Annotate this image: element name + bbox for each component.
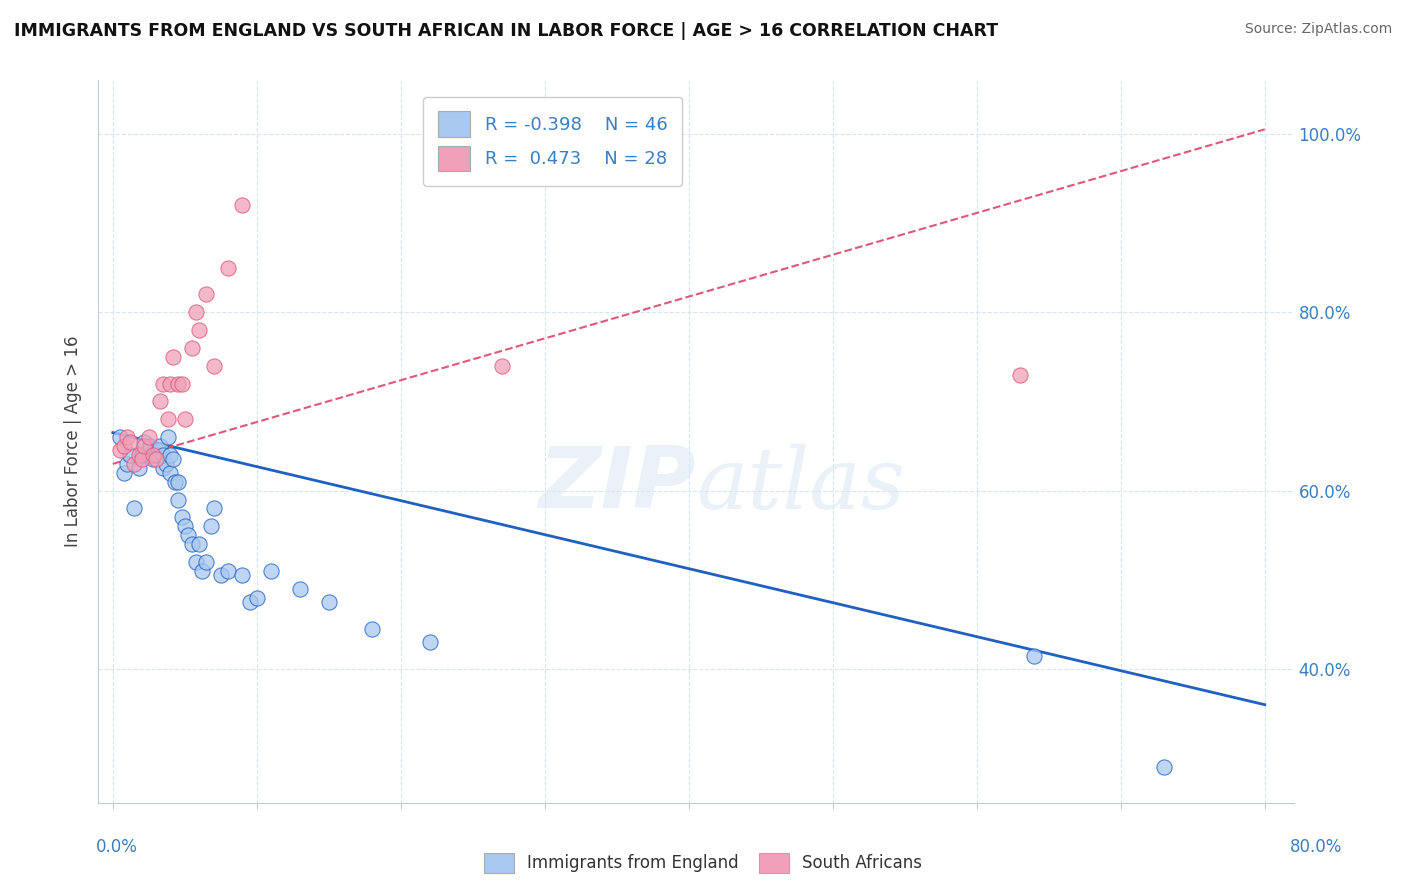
- Point: [209, 568, 232, 582]
- Point: [115, 430, 138, 444]
- Point: [1008, 368, 1031, 382]
- Point: [162, 452, 184, 467]
- Point: [288, 582, 311, 596]
- Point: [173, 412, 195, 426]
- Point: [149, 394, 172, 409]
- Point: [156, 412, 179, 426]
- Point: [138, 430, 160, 444]
- Point: [138, 448, 160, 462]
- Point: [260, 564, 283, 578]
- Point: [128, 461, 150, 475]
- Point: [188, 537, 211, 551]
- Point: [108, 443, 131, 458]
- Point: [124, 501, 146, 516]
- Legend: R = -0.398    N = 46, R =  0.473    N = 28: R = -0.398 N = 46, R = 0.473 N = 28: [423, 96, 682, 186]
- Point: [170, 510, 193, 524]
- Point: [181, 341, 204, 355]
- Point: [186, 305, 208, 319]
- Point: [108, 430, 131, 444]
- Point: [200, 519, 222, 533]
- Point: [155, 457, 177, 471]
- Point: [142, 448, 165, 462]
- Point: [156, 430, 179, 444]
- Point: [318, 595, 340, 609]
- Point: [112, 439, 135, 453]
- Point: [145, 448, 167, 462]
- Point: [176, 528, 198, 542]
- Point: [131, 448, 153, 462]
- Point: [139, 439, 162, 453]
- Y-axis label: In Labor Force | Age > 16: In Labor Force | Age > 16: [65, 335, 83, 548]
- Point: [159, 448, 181, 462]
- Point: [170, 376, 193, 391]
- Point: [159, 466, 181, 480]
- Point: [246, 591, 269, 605]
- Point: [166, 475, 188, 489]
- Point: [148, 443, 170, 458]
- Point: [152, 461, 174, 475]
- Point: [134, 434, 156, 449]
- Text: ZIP: ZIP: [538, 443, 696, 526]
- Text: 0.0%: 0.0%: [96, 838, 138, 856]
- Point: [361, 622, 384, 636]
- Point: [239, 595, 262, 609]
- Point: [112, 466, 135, 480]
- Text: IMMIGRANTS FROM ENGLAND VS SOUTH AFRICAN IN LABOR FORCE | AGE > 16 CORRELATION C: IMMIGRANTS FROM ENGLAND VS SOUTH AFRICAN…: [14, 22, 998, 40]
- Point: [173, 519, 195, 533]
- Point: [142, 452, 165, 467]
- Point: [134, 439, 156, 453]
- Point: [195, 555, 218, 569]
- Point: [145, 452, 167, 467]
- Point: [186, 555, 208, 569]
- Point: [217, 564, 239, 578]
- Point: [152, 376, 174, 391]
- Point: [128, 448, 150, 462]
- Point: [163, 475, 186, 489]
- Point: [1153, 760, 1175, 774]
- Point: [131, 452, 153, 467]
- Point: [162, 350, 184, 364]
- Legend: Immigrants from England, South Africans: Immigrants from England, South Africans: [477, 847, 929, 880]
- Point: [202, 501, 225, 516]
- Point: [491, 359, 513, 373]
- Point: [217, 260, 239, 275]
- Text: Source: ZipAtlas.com: Source: ZipAtlas.com: [1244, 22, 1392, 37]
- Point: [191, 564, 214, 578]
- Point: [1024, 648, 1046, 663]
- Point: [231, 198, 253, 212]
- Point: [159, 376, 181, 391]
- Point: [149, 439, 172, 453]
- Text: atlas: atlas: [696, 443, 905, 526]
- Point: [152, 448, 174, 462]
- Point: [188, 323, 211, 337]
- Point: [231, 568, 253, 582]
- Point: [115, 457, 138, 471]
- Point: [166, 376, 188, 391]
- Point: [419, 635, 441, 649]
- Point: [202, 359, 225, 373]
- Text: 80.0%: 80.0%: [1291, 838, 1343, 856]
- Point: [124, 457, 146, 471]
- Point: [120, 434, 142, 449]
- Point: [120, 448, 142, 462]
- Point: [166, 492, 188, 507]
- Point: [181, 537, 204, 551]
- Point: [195, 287, 218, 301]
